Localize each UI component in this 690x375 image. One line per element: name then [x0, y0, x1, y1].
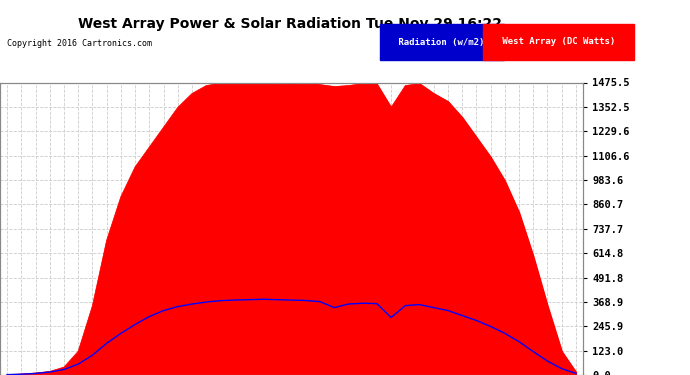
Text: Copyright 2016 Cartronics.com: Copyright 2016 Cartronics.com: [7, 39, 152, 48]
Text: Radiation (w/m2): Radiation (w/m2): [393, 38, 490, 46]
Text: West Array (DC Watts): West Array (DC Watts): [497, 38, 620, 46]
Text: West Array Power & Solar Radiation Tue Nov 29 16:22: West Array Power & Solar Radiation Tue N…: [78, 17, 502, 31]
